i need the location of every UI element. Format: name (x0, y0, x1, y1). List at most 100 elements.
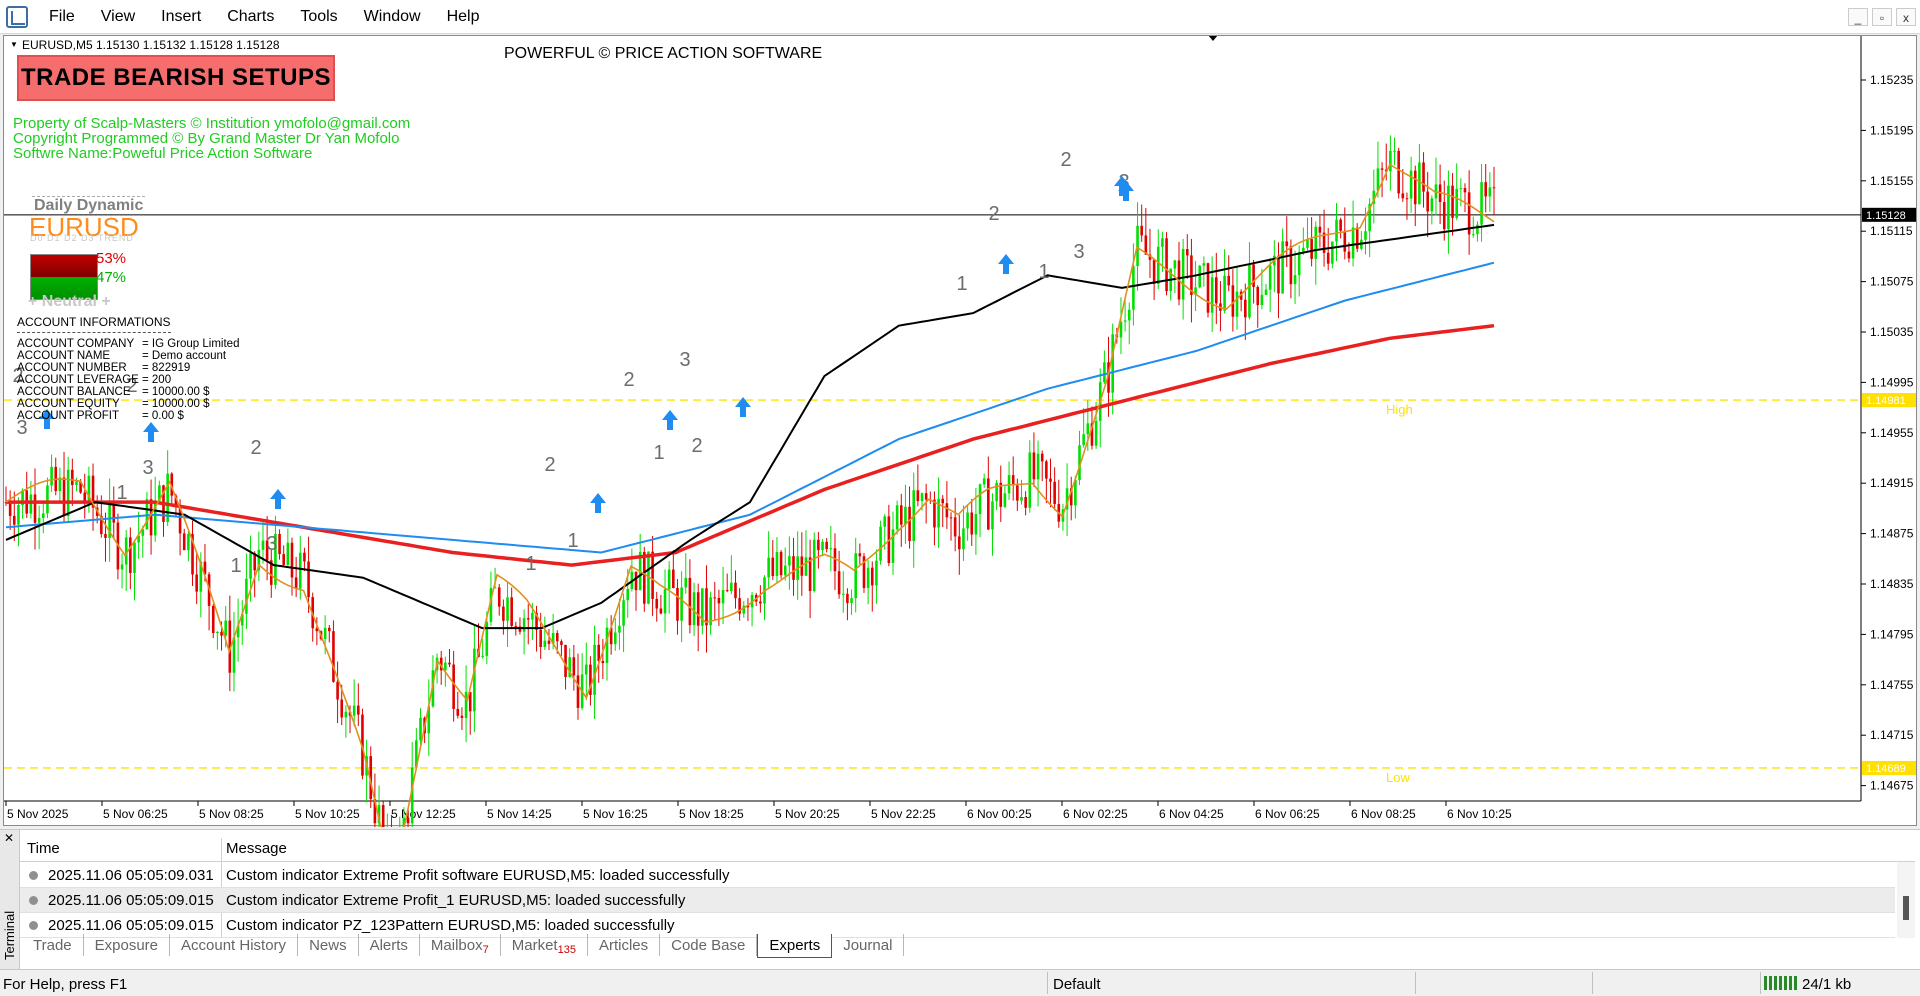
low-value-tag-bg (1862, 760, 1916, 775)
menu-view[interactable]: View (100, 7, 136, 25)
candle (1252, 264, 1255, 287)
candle (589, 664, 592, 695)
candle (406, 817, 410, 824)
column-time[interactable]: Time (27, 840, 60, 857)
log-row[interactable]: 2025.11.06 05:05:09.031 Custom indicator… (20, 863, 1895, 888)
wave-label: 3 (142, 457, 153, 479)
menu-tools[interactable]: Tools (300, 7, 338, 25)
price-chart[interactable]: 1.15235 1.15195 1.15155 1.15115 1.15075 1.150… (4, 36, 1918, 827)
candle (1293, 275, 1297, 285)
tab-mailbox[interactable]: Mailbox7 (420, 934, 501, 956)
menu-file[interactable]: File (49, 7, 75, 25)
wave-label: 2 (12, 365, 23, 387)
candle (1335, 219, 1338, 242)
candle (1492, 187, 1496, 189)
candle (464, 691, 468, 718)
ma-red-line (6, 323, 1495, 567)
candle (962, 528, 965, 550)
buy-arrow-icon (143, 422, 159, 442)
time-tick-label: 6 Nov 02:25 (1063, 807, 1128, 821)
candle (199, 561, 203, 592)
candle (1127, 309, 1131, 321)
profile-name[interactable]: Default (1053, 976, 1101, 993)
tab-alerts[interactable]: Alerts (359, 934, 420, 956)
candle (937, 498, 940, 528)
candle (1260, 294, 1264, 306)
candle (1343, 230, 1347, 252)
candle (1351, 227, 1355, 259)
candle (158, 485, 161, 501)
tab-account-history[interactable]: Account History (170, 934, 299, 956)
menu-insert[interactable]: Insert (161, 7, 202, 25)
candle (33, 494, 37, 523)
candle (1148, 254, 1152, 260)
scrollbar-thumb[interactable] (1903, 896, 1909, 920)
price-tick-label: 1.14955 (1870, 426, 1914, 440)
candle (497, 587, 501, 607)
buy-arrow-icon (1114, 176, 1130, 196)
candle (1405, 198, 1409, 200)
log-row[interactable]: 2025.11.06 05:05:09.015 Custom indicator… (20, 888, 1895, 913)
tab-articles[interactable]: Articles (588, 934, 661, 956)
column-message[interactable]: Message (226, 840, 287, 857)
terminal-scrollbar[interactable] (1897, 862, 1915, 938)
candle (1331, 241, 1334, 264)
tab-trade[interactable]: Trade (22, 934, 84, 956)
candle (124, 537, 128, 565)
candle (468, 691, 472, 712)
candle (79, 481, 82, 493)
log-row[interactable]: 2025.11.06 05:05:09.015 Custom indicator… (20, 913, 1895, 938)
candle (705, 588, 708, 626)
candle (916, 490, 920, 502)
candle (1244, 299, 1247, 318)
restore-button[interactable]: ▫ (1872, 8, 1892, 26)
time-tick-label: 5 Nov 12:25 (391, 807, 456, 821)
candle (448, 662, 451, 665)
menu-help[interactable]: Help (446, 7, 480, 25)
candle (568, 657, 571, 677)
candle (1144, 235, 1148, 255)
candle (1040, 453, 1044, 462)
account-row: ACCOUNT NAME = Demo account (17, 350, 226, 362)
candle (547, 640, 551, 644)
candle (841, 593, 845, 595)
tab-market[interactable]: Market135 (501, 934, 588, 956)
candle (543, 640, 547, 647)
candle (1380, 168, 1384, 170)
daily-dynamic-symbol: EURUSD (29, 212, 139, 242)
candle (460, 715, 464, 718)
minimize-button[interactable]: _ (1848, 8, 1868, 26)
menu-charts[interactable]: Charts (227, 7, 275, 25)
tab-journal[interactable]: Journal (832, 934, 905, 956)
wave-label: 1 (567, 530, 578, 552)
candle (870, 567, 874, 586)
candle (601, 660, 605, 664)
chart-window[interactable]: 1.15235 1.15195 1.15155 1.15115 1.15075 1.150… (3, 35, 1918, 827)
candle (1082, 434, 1085, 446)
tab-news[interactable]: News (298, 934, 359, 956)
candle (249, 553, 252, 579)
candle (1306, 239, 1309, 248)
log-time: 2025.11.06 05:05:09.015 (48, 892, 214, 909)
candle (17, 505, 20, 525)
tab-exposure[interactable]: Exposure (84, 934, 171, 956)
log-status-icon (29, 896, 38, 905)
candle (369, 756, 373, 800)
candle (1426, 191, 1429, 212)
candle (112, 504, 116, 523)
menu-window[interactable]: Window (363, 7, 421, 25)
candle (224, 620, 227, 636)
close-button[interactable]: x (1896, 8, 1916, 26)
candle (1488, 187, 1492, 197)
candle (672, 569, 675, 589)
candle (170, 473, 174, 496)
candle (1235, 291, 1239, 317)
candle (1140, 225, 1143, 236)
tab-experts[interactable]: Experts (757, 934, 833, 958)
close-icon[interactable]: ✕ (4, 831, 15, 845)
account-key: ACCOUNT PROFIT (17, 410, 120, 422)
candle (452, 664, 455, 709)
tab-code-base[interactable]: Code Base (660, 934, 758, 956)
candle (1103, 362, 1106, 383)
candle (1194, 287, 1197, 295)
